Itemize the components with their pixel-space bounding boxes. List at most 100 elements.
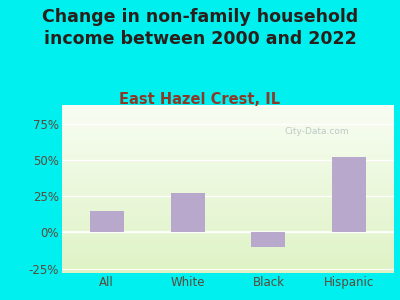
- Bar: [62, 200, 394, 201]
- Bar: [62, 270, 394, 271]
- Bar: [62, 217, 394, 218]
- Bar: [62, 181, 394, 182]
- Bar: [62, 237, 394, 238]
- Bar: [62, 225, 394, 226]
- Bar: [62, 162, 394, 163]
- Bar: [252, 232, 286, 247]
- Bar: [62, 142, 394, 143]
- Bar: [62, 132, 394, 133]
- Bar: [62, 168, 394, 169]
- Bar: [62, 164, 394, 165]
- Bar: [62, 141, 394, 142]
- Bar: [62, 243, 394, 244]
- Bar: [62, 219, 394, 220]
- Bar: [62, 223, 394, 224]
- Bar: [62, 203, 394, 204]
- Bar: [62, 157, 394, 158]
- Bar: [62, 218, 394, 219]
- Bar: [62, 268, 394, 269]
- Bar: [62, 213, 394, 214]
- Bar: [62, 231, 394, 232]
- Bar: [62, 121, 394, 122]
- Bar: [62, 147, 394, 148]
- Bar: [62, 249, 394, 250]
- Text: City-Data.com: City-Data.com: [284, 128, 349, 136]
- Bar: [62, 226, 394, 227]
- Bar: [62, 207, 394, 208]
- Bar: [62, 257, 394, 258]
- Bar: [62, 245, 394, 246]
- Bar: [62, 137, 394, 138]
- Bar: [62, 152, 394, 153]
- Bar: [62, 180, 394, 181]
- Bar: [62, 240, 394, 241]
- Bar: [62, 228, 394, 229]
- Bar: [62, 193, 394, 194]
- Bar: [62, 185, 394, 186]
- Bar: [62, 246, 394, 247]
- Bar: [62, 111, 394, 112]
- Bar: [62, 149, 394, 150]
- Bar: [62, 260, 394, 261]
- Bar: [62, 206, 394, 207]
- Bar: [62, 134, 394, 135]
- Bar: [62, 271, 394, 272]
- Bar: [62, 155, 394, 156]
- Bar: [62, 144, 394, 145]
- Bar: [62, 205, 394, 206]
- Bar: [62, 129, 394, 130]
- Bar: [62, 176, 394, 177]
- Bar: [62, 160, 394, 161]
- Bar: [62, 182, 394, 183]
- Bar: [90, 211, 124, 232]
- Bar: [62, 108, 394, 109]
- Bar: [332, 157, 366, 232]
- Bar: [62, 188, 394, 189]
- Bar: [62, 167, 394, 168]
- Bar: [62, 145, 394, 146]
- Bar: [62, 170, 394, 171]
- Bar: [62, 112, 394, 113]
- Bar: [62, 156, 394, 157]
- Bar: [62, 238, 394, 239]
- Bar: [62, 232, 394, 233]
- Bar: [62, 236, 394, 237]
- Bar: [62, 109, 394, 110]
- Bar: [62, 265, 394, 266]
- Bar: [62, 202, 394, 203]
- Bar: [62, 241, 394, 242]
- Bar: [62, 178, 394, 179]
- Bar: [62, 131, 394, 132]
- Bar: [62, 201, 394, 202]
- Bar: [62, 128, 394, 129]
- Bar: [62, 212, 394, 213]
- Bar: [62, 194, 394, 195]
- Bar: [62, 126, 394, 127]
- Bar: [62, 191, 394, 192]
- Bar: [62, 251, 394, 252]
- Bar: [62, 138, 394, 139]
- Bar: [62, 215, 394, 216]
- Bar: [62, 189, 394, 190]
- Bar: [62, 148, 394, 149]
- Bar: [62, 190, 394, 191]
- Bar: [62, 196, 394, 197]
- Bar: [62, 166, 394, 167]
- Bar: [62, 113, 394, 114]
- Bar: [62, 252, 394, 253]
- Bar: [62, 224, 394, 225]
- Bar: [62, 160, 394, 161]
- Bar: [62, 204, 394, 205]
- Text: East Hazel Crest, IL: East Hazel Crest, IL: [120, 92, 280, 106]
- Bar: [62, 264, 394, 265]
- Bar: [62, 186, 394, 187]
- Bar: [62, 165, 394, 166]
- Bar: [62, 229, 394, 230]
- Bar: [62, 135, 394, 136]
- Bar: [62, 184, 394, 185]
- Bar: [62, 253, 394, 254]
- Bar: [62, 163, 394, 164]
- Bar: [62, 238, 394, 239]
- Bar: [62, 234, 394, 235]
- Bar: [62, 116, 394, 117]
